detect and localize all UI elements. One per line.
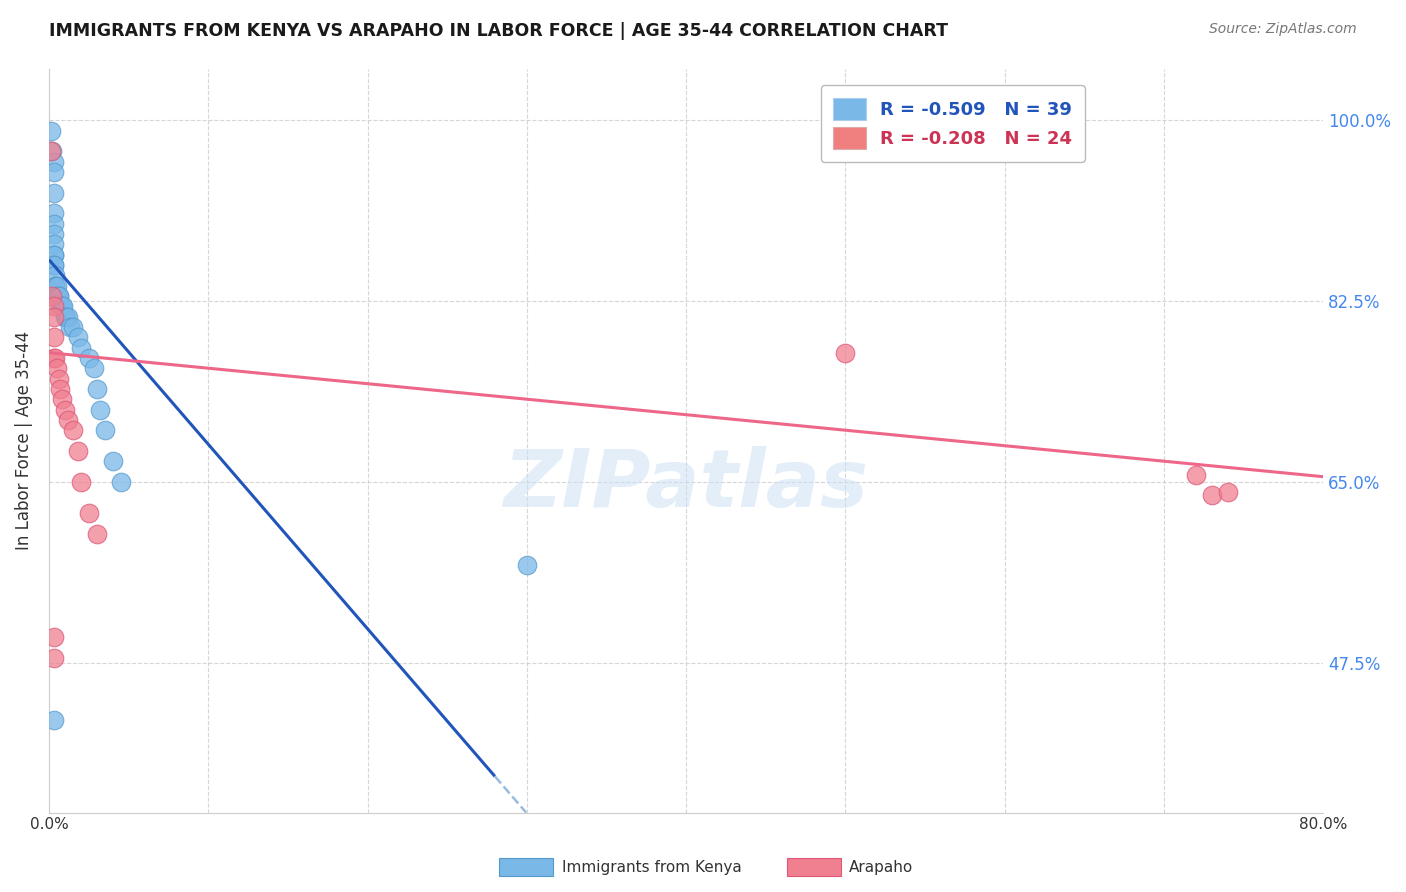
Point xyxy=(1184,467,1206,482)
Point xyxy=(42,247,65,261)
Point xyxy=(77,506,100,520)
Point xyxy=(55,310,77,324)
Point xyxy=(93,423,115,437)
Point xyxy=(1201,488,1223,502)
Text: IMMIGRANTS FROM KENYA VS ARAPAHO IN LABOR FORCE | AGE 35-44 CORRELATION CHART: IMMIGRANTS FROM KENYA VS ARAPAHO IN LABO… xyxy=(49,22,948,40)
Point xyxy=(49,299,72,313)
Point xyxy=(42,713,65,727)
Point xyxy=(45,289,67,303)
Point xyxy=(42,630,65,644)
Point xyxy=(48,289,70,303)
Point xyxy=(42,258,65,272)
Point xyxy=(48,371,70,385)
Point xyxy=(69,341,91,355)
Point xyxy=(516,558,538,572)
Y-axis label: In Labor Force | Age 35-44: In Labor Force | Age 35-44 xyxy=(15,331,32,550)
Point xyxy=(56,310,79,324)
Point xyxy=(86,382,108,396)
Point xyxy=(51,299,73,313)
Point xyxy=(44,268,66,283)
Point xyxy=(41,289,63,303)
Point xyxy=(42,165,65,179)
Point xyxy=(83,361,105,376)
Point xyxy=(53,310,76,324)
Point xyxy=(52,299,75,313)
Point xyxy=(39,123,62,137)
Point xyxy=(42,237,65,252)
Point xyxy=(42,299,65,313)
Point xyxy=(42,351,65,365)
Point xyxy=(42,186,65,200)
Point xyxy=(1216,485,1239,500)
Point xyxy=(42,258,65,272)
Point xyxy=(45,278,67,293)
Point xyxy=(39,144,62,158)
Point xyxy=(42,154,65,169)
Point xyxy=(62,319,84,334)
Text: Immigrants from Kenya: Immigrants from Kenya xyxy=(562,860,742,874)
Point xyxy=(42,206,65,220)
Point xyxy=(42,330,65,344)
Point xyxy=(77,351,100,365)
Point xyxy=(49,382,72,396)
Point xyxy=(42,650,65,665)
Point xyxy=(86,526,108,541)
Point xyxy=(53,402,76,417)
Point xyxy=(41,144,63,158)
Text: Source: ZipAtlas.com: Source: ZipAtlas.com xyxy=(1209,22,1357,37)
Point xyxy=(44,351,66,365)
Point xyxy=(834,345,856,359)
Point xyxy=(42,247,65,261)
Point xyxy=(89,402,111,417)
Point xyxy=(44,278,66,293)
Legend: R = -0.509   N = 39, R = -0.208   N = 24: R = -0.509 N = 39, R = -0.208 N = 24 xyxy=(821,85,1085,161)
Text: Arapaho: Arapaho xyxy=(849,860,914,874)
Point xyxy=(110,475,132,489)
Point xyxy=(66,330,89,344)
Point xyxy=(42,217,65,231)
Point xyxy=(42,227,65,241)
Point xyxy=(45,361,67,376)
Point xyxy=(69,475,91,489)
Point xyxy=(56,413,79,427)
Point xyxy=(48,289,70,303)
Point xyxy=(44,278,66,293)
Point xyxy=(42,310,65,324)
Point xyxy=(59,319,82,334)
Point xyxy=(62,423,84,437)
Text: ZIPatlas: ZIPatlas xyxy=(503,446,869,524)
Point xyxy=(101,454,124,468)
Point xyxy=(66,443,89,458)
Point xyxy=(51,392,73,407)
